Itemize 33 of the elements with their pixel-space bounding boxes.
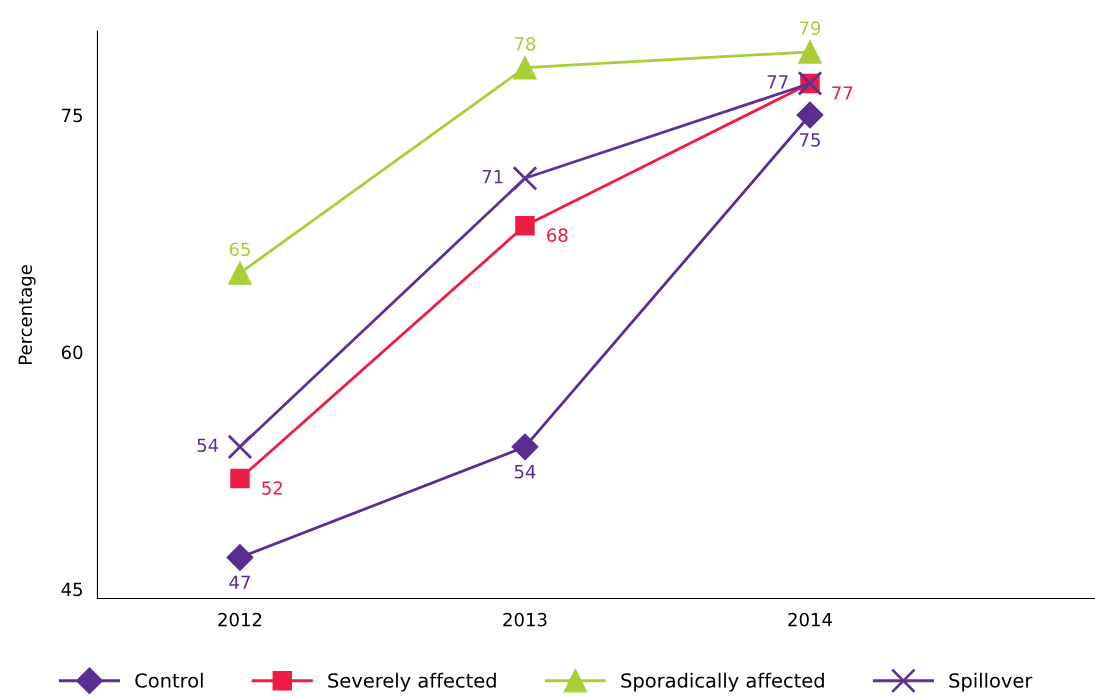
data-label: 79 <box>799 21 821 35</box>
y-axis-title: Percentage <box>18 265 36 364</box>
point <box>227 434 253 460</box>
point <box>798 40 822 64</box>
point <box>228 261 252 285</box>
point <box>230 468 250 489</box>
legend-label: Spillover <box>949 672 1033 692</box>
data-label: 65 <box>229 242 250 257</box>
point <box>515 215 535 236</box>
data-label: 77 <box>832 86 853 100</box>
data-label: 68 <box>547 228 568 243</box>
point <box>226 544 254 571</box>
y-tick-label: 60 <box>61 345 83 360</box>
legend-label: Control <box>135 672 203 688</box>
point <box>513 55 537 80</box>
data-label: 54 <box>197 438 219 453</box>
legend-label: Severely affected <box>328 672 496 692</box>
x-tick-label: 2013 <box>503 612 547 627</box>
point <box>512 165 538 191</box>
x-tick-label: 2012 <box>218 612 262 627</box>
data-label: 71 <box>482 170 503 184</box>
y-tick-label: 45 <box>61 582 82 597</box>
point <box>796 101 824 129</box>
x-tick-label: 2014 <box>788 612 832 627</box>
y-tick-label: 75 <box>62 108 82 123</box>
data-label: 78 <box>514 37 536 51</box>
data-label: 47 <box>229 575 250 589</box>
point <box>511 433 539 461</box>
data-label: 54 <box>514 465 536 479</box>
data-label: 77 <box>767 75 788 89</box>
data-label: 52 <box>262 481 282 495</box>
data-label: 75 <box>799 133 820 147</box>
legend-label: Sporadically affected <box>621 672 824 692</box>
